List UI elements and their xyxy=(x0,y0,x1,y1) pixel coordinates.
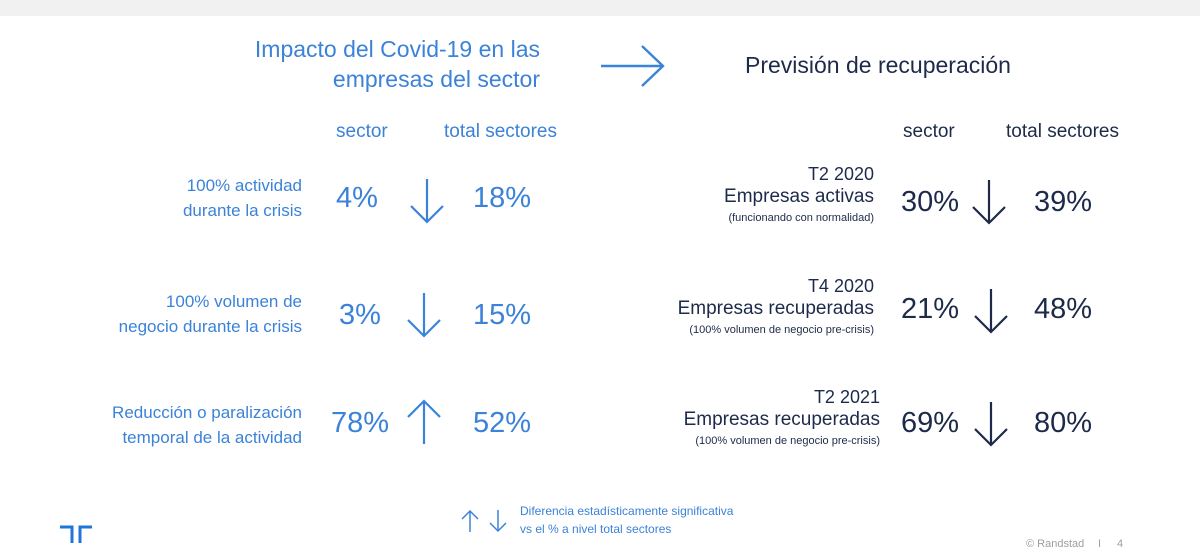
footer-separator: I xyxy=(1098,538,1102,550)
legend-arrow-down-icon xyxy=(489,510,507,533)
arrow-down-icon xyxy=(407,293,441,338)
right-row-label: T2 2021 Empresas recuperadas (100% volum… xyxy=(580,386,880,450)
left-col-total-header: total sectores xyxy=(444,121,557,142)
top-bar xyxy=(0,0,1200,16)
footer-copyright: © Randstad xyxy=(1026,538,1085,550)
right-col-total-header: total sectores xyxy=(1006,121,1119,142)
right-row-period: T2 2021 xyxy=(813,387,880,407)
left-col-sector-header: sector xyxy=(336,121,388,142)
left-row-label: Reducción o paralización temporal de la … xyxy=(40,400,302,450)
left-row-label-line1: 100% volumen de xyxy=(165,292,302,311)
left-row-label-line1: Reducción o paralización xyxy=(112,403,302,422)
legend-line2: vs el % a nivel total sectores xyxy=(520,522,672,536)
left-row-label-line1: 100% actividad xyxy=(186,176,302,195)
right-row-state: Empresas recuperadas xyxy=(677,298,874,319)
right-row-state: Empresas activas xyxy=(724,186,874,207)
left-row-total-value: 18% xyxy=(473,182,532,214)
arrow-right-icon xyxy=(601,45,665,87)
right-row-label: T2 2020 Empresas activas (funcionando co… xyxy=(574,163,874,227)
left-row-sector-value: 3% xyxy=(339,299,381,331)
left-row-label-line2: negocio durante la crisis xyxy=(118,317,302,336)
right-title: Previsión de recuperación xyxy=(745,52,1011,78)
legend-arrow-up-icon xyxy=(461,509,479,532)
right-row-note: (100% volumen de negocio pre-crisis) xyxy=(695,435,880,447)
left-row-label: 100% actividad durante la crisis xyxy=(60,173,302,223)
left-title: Impacto del Covid-19 en las empresas del… xyxy=(180,34,540,94)
left-row-total-value: 15% xyxy=(473,299,532,331)
arrow-down-icon xyxy=(972,180,1006,225)
right-row-label: T4 2020 Empresas recuperadas (100% volum… xyxy=(574,275,874,339)
left-row-label: 100% volumen de negocio durante la crisi… xyxy=(40,289,302,339)
right-row-note: (100% volumen de negocio pre-crisis) xyxy=(689,324,874,336)
arrow-down-icon xyxy=(410,179,444,224)
right-row-sector-value: 69% xyxy=(901,407,960,439)
right-row-sector-value: 21% xyxy=(901,293,960,325)
left-title-line2: empresas del sector xyxy=(332,66,540,92)
left-title-line1: Impacto del Covid-19 en las xyxy=(254,36,540,62)
legend-text: Diferencia estadísticamente significativ… xyxy=(520,502,733,538)
right-row-total-value: 48% xyxy=(1034,293,1093,325)
right-row-state: Empresas recuperadas xyxy=(683,409,880,430)
arrow-up-icon xyxy=(407,399,441,444)
right-row-total-value: 39% xyxy=(1034,186,1093,218)
left-row-sector-value: 78% xyxy=(331,407,390,439)
footer-page-number: 4 xyxy=(1117,538,1124,550)
right-row-sector-value: 30% xyxy=(901,186,960,218)
right-row-period: T4 2020 xyxy=(807,276,874,296)
randstad-logo-icon xyxy=(60,525,92,543)
right-col-sector-header: sector xyxy=(903,121,955,142)
left-row-label-line2: temporal de la actividad xyxy=(122,428,302,447)
right-row-total-value: 80% xyxy=(1034,407,1093,439)
legend-line1: Diferencia estadísticamente significativ… xyxy=(520,504,734,518)
left-row-label-line2: durante la crisis xyxy=(182,201,302,220)
arrow-down-icon xyxy=(974,402,1008,447)
arrow-down-icon xyxy=(974,289,1008,334)
right-row-note: (funcionando con normalidad) xyxy=(728,212,874,224)
right-row-period: T2 2020 xyxy=(807,164,874,184)
left-row-total-value: 52% xyxy=(473,407,532,439)
left-row-sector-value: 4% xyxy=(336,182,378,214)
